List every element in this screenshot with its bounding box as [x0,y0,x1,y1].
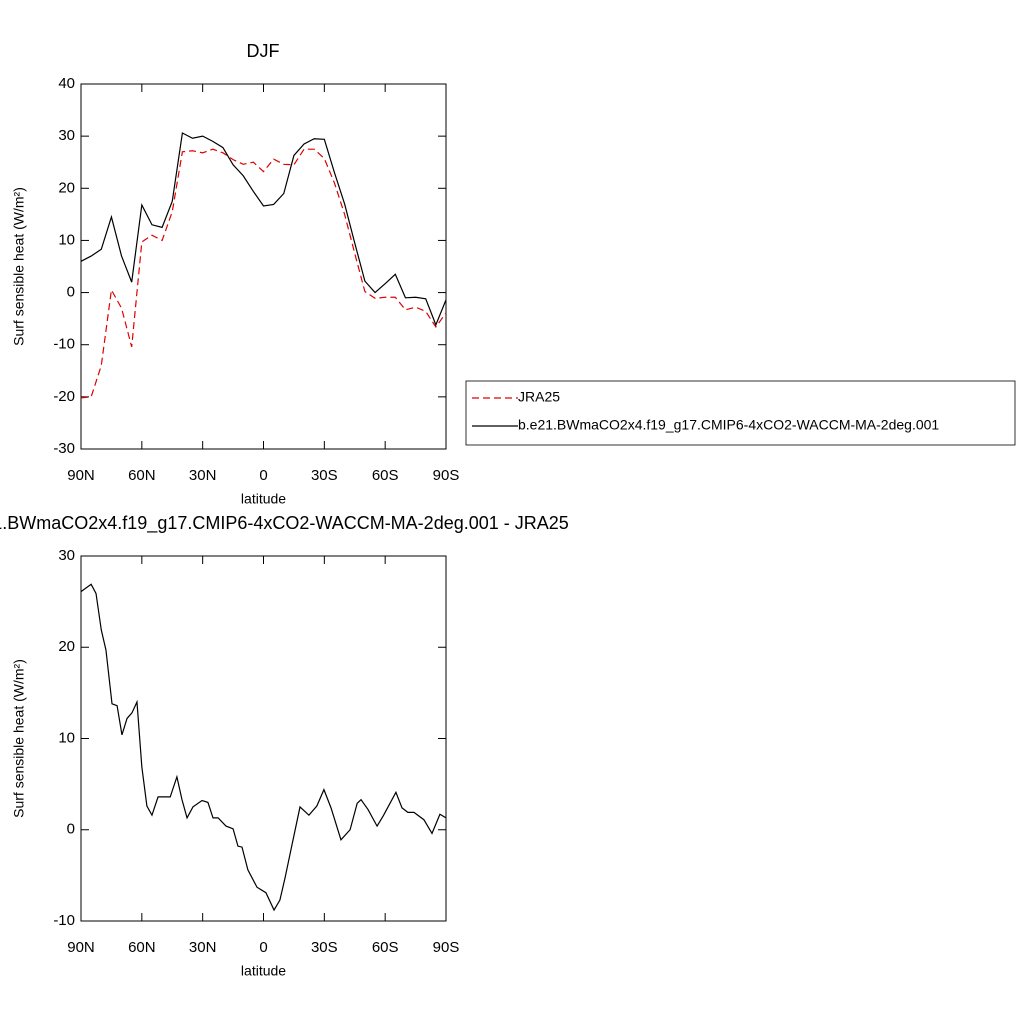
data-line [80,148,447,399]
y-tick-label: 10 [58,729,75,746]
y-tick-label: 30 [58,547,75,564]
x-tick-label: 30N [189,467,217,484]
data-line [80,583,447,912]
legend-box [465,380,1016,446]
x-tick-label: 90N [67,467,95,484]
x-tick-label: 30S [311,467,338,484]
x-tick-label: 30S [311,939,338,956]
y-tick-label: 20 [58,638,75,655]
x-tick-label: 60N [128,467,156,484]
chart-title: b.e21.BWmaCO2x4.f19_g17.CMIP6-4xCO2-WACC… [0,513,569,534]
y-tick-label: -30 [53,440,75,457]
y-tick-label: -20 [53,388,75,405]
y-tick-label: 40 [58,75,75,92]
x-tick-label: 0 [259,467,267,484]
plot-frame [80,555,447,922]
x-tick-label: 60S [372,467,399,484]
x-axis-label: latitude [241,963,286,979]
x-tick-label: 60N [128,939,156,956]
x-tick-label: 90N [67,939,95,956]
legend-label: JRA25 [518,389,560,405]
x-tick-label: 0 [259,939,267,956]
y-tick-label: 30 [58,127,75,144]
y-axis-label: Surf sensible heat (W/m²) [11,187,27,346]
chart-title: DJF [247,41,280,61]
x-tick-label: 90S [433,467,460,484]
y-axis-label: Surf sensible heat (W/m²) [11,659,27,818]
x-tick-label: 90S [433,939,460,956]
y-tick-label: 0 [67,284,75,301]
x-axis-label: latitude [241,491,286,507]
y-tick-label: -10 [53,912,75,929]
data-line [80,132,447,327]
y-tick-label: 0 [67,821,75,838]
y-tick-label: -10 [53,336,75,353]
x-tick-label: 60S [372,939,399,956]
y-tick-label: 10 [58,231,75,248]
legend-label: b.e21.BWmaCO2x4.f19_g17.CMIP6-4xCO2-WACC… [518,417,939,433]
plot-frame [80,83,447,450]
x-tick-label: 30N [189,939,217,956]
y-tick-label: 20 [58,179,75,196]
